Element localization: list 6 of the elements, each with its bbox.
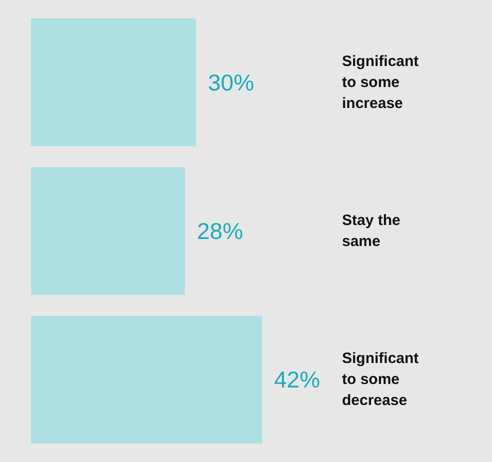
data-label: 42% — [274, 366, 320, 393]
y-tick-label: Significant to some increase — [342, 52, 423, 112]
y-tick-label: Significant to some decrease — [342, 350, 423, 410]
data-label: 30% — [208, 69, 254, 96]
data-label: 28% — [197, 218, 244, 244]
y-tick-label: Stay the same — [342, 212, 405, 250]
